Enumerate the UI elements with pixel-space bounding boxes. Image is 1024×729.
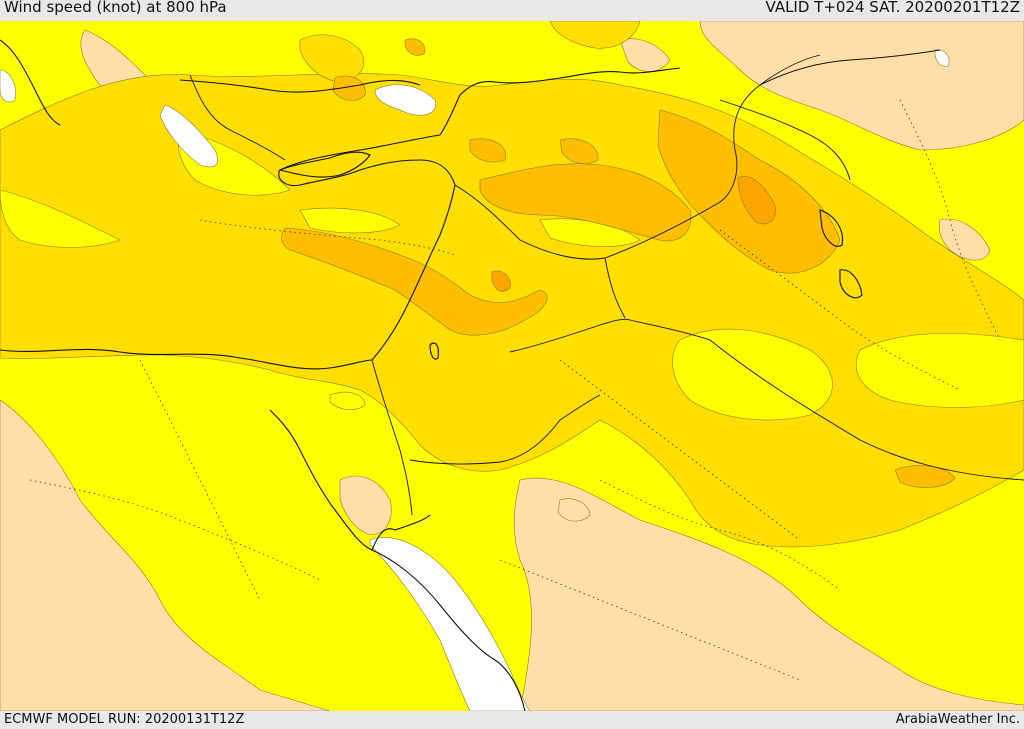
dark-orange-core-syria [491,270,511,292]
coastline-adriatic [0,39,61,126]
tan-area-sinai [339,475,392,536]
province-line-egypt-1 [139,359,261,601]
orange-area-black-sea-coast [332,75,366,101]
wind-speed-map-canvas [0,21,1024,711]
orange-area-eastern-anatolia [559,138,599,164]
white-area-aegean [159,104,219,168]
white-area-black-sea [374,84,437,116]
coastline-gulf-islands [819,209,863,299]
tan-area-iran-west [939,218,991,261]
orange-area-syria-band [479,163,692,242]
border-syria-iraq-turkey [454,54,821,260]
border-jordan-saudi [409,394,601,465]
coastline-anatolia-south [278,134,456,187]
coastline-black-sea-west [179,79,421,93]
valid-time-label: VALID T+024 SAT. 20200201T12Z [765,0,1020,16]
coastline-black-sea-south [439,67,681,136]
border-iraq-jordan [604,257,626,319]
border-egypt-israel [371,359,413,516]
yellow-pocket-gulf [855,333,1024,408]
border-turkey-greece [189,74,286,161]
coastline-red-sea-east [371,549,526,711]
wind-speed-map[interactable] [0,21,1024,711]
orange-area-gulf-coast [894,465,956,488]
province-line-iraq [719,229,961,391]
map-footer: ECMWF MODEL RUN: 20200131T12Z ArabiaWeat… [0,711,1024,729]
lowest-speed-areas [0,21,1024,711]
yellow-pocket-cyprus-east [299,207,401,234]
white-area-red-sea [369,537,531,711]
orange-area-turkey-southeast [469,138,507,163]
yellow-pocket-iraq [672,328,833,421]
highest-speed-areas [491,176,776,292]
tan-area-caucasus [619,38,671,72]
white-area-adriatic [0,69,16,103]
province-line-saudi-3 [599,479,841,591]
yellow-pocket-egypt [329,391,366,410]
white-masked-areas [0,49,950,711]
tan-area-arabia-south [513,477,1024,711]
coastline-north-africa-levant [0,184,456,370]
border-iraq-iran [719,99,851,181]
province-boundaries [29,99,1001,681]
map-title: Wind speed (knot) at 800 hPa [4,0,227,16]
tan-area-nefud [557,498,591,522]
border-iraq-saudi [509,318,1024,481]
orange-area-crimea [404,38,426,56]
white-area-caspian [934,49,950,67]
credit-label: ArabiaWeather Inc. [895,712,1020,727]
orange-area-levant [281,227,548,336]
yellow-pocket-syria [539,218,641,247]
map-header: Wind speed (knot) at 800 hPa VALID T+024… [0,0,1024,21]
province-line-egypt-2 [29,479,321,581]
tan-area-egypt-west [0,399,331,711]
province-line-saudi-1 [559,359,801,541]
coastline-gulf-of-suez [269,409,431,551]
model-run-label: ECMWF MODEL RUN: 20200131T12Z [4,712,245,727]
dark-orange-core-iraq [737,176,776,225]
coastlines [0,39,863,711]
coastline-cyprus [278,151,371,178]
yellow-pocket-aegean [0,189,121,248]
coastline-dead-sea [429,342,439,360]
province-line-turkey [199,219,456,256]
province-line-iran [899,99,1001,341]
gold-area-north [549,21,641,49]
gold-area-black-sea [299,34,365,83]
country-borders [189,49,1024,516]
border-iran-north [759,49,941,86]
